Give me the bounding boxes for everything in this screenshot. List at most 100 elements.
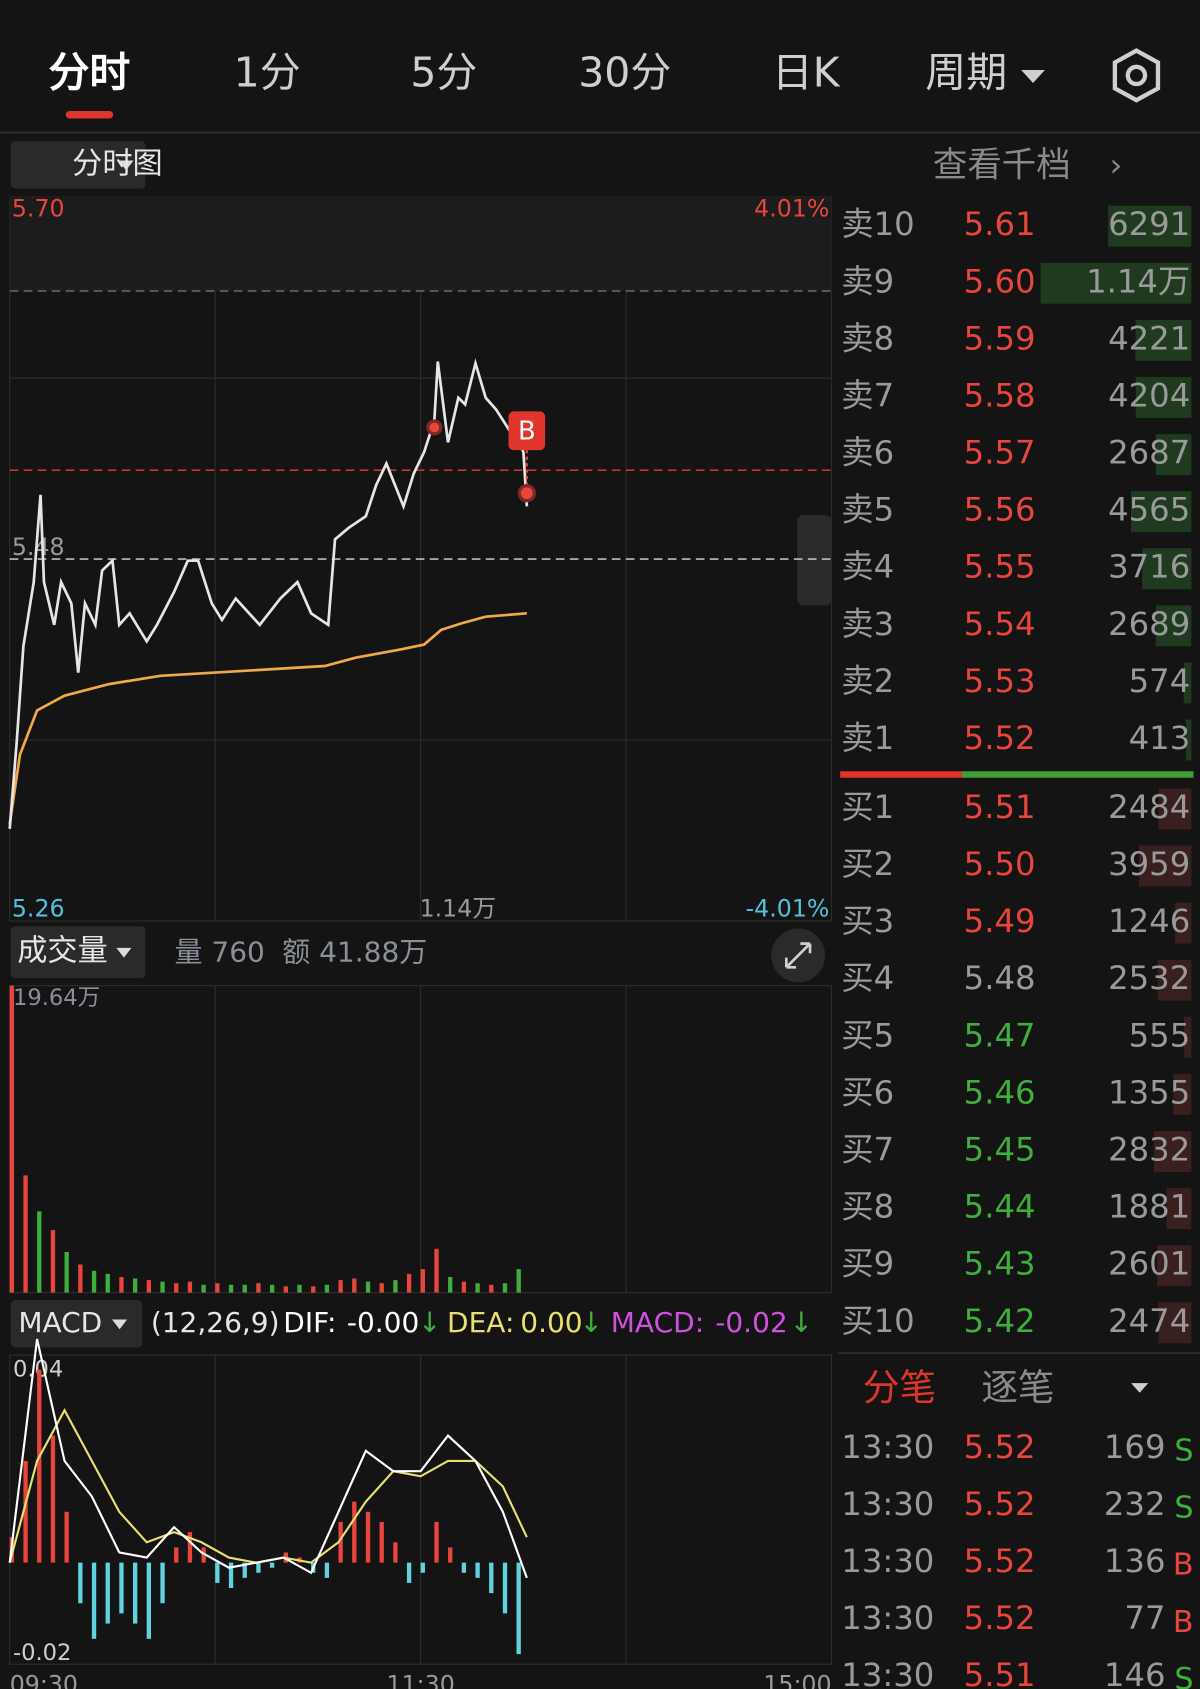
macd-bar	[201, 1547, 206, 1563]
level-price: 5.57	[964, 434, 1036, 472]
chevron[interactable]: ›	[1110, 146, 1123, 184]
marker-label: B	[518, 416, 536, 446]
tab[interactable]: 周期	[925, 48, 1007, 96]
macd-bar	[448, 1547, 453, 1563]
trade-point	[426, 419, 443, 436]
macd-bar	[242, 1562, 247, 1578]
macd-title[interactable]: MACD	[18, 1306, 102, 1339]
macd-bar	[132, 1562, 138, 1624]
dropdown-arrow[interactable]	[1021, 70, 1045, 83]
selector-box[interactable]	[10, 141, 146, 189]
trade-side: S	[1174, 1662, 1193, 1689]
level-price: 5.53	[964, 662, 1036, 700]
volume-bar	[256, 1283, 261, 1293]
level-volume: 2687	[1108, 434, 1190, 472]
depth-bar	[1184, 1016, 1192, 1058]
volume-bar	[283, 1286, 288, 1293]
depth-bar	[1174, 902, 1192, 944]
level-volume: 2601	[1108, 1245, 1190, 1283]
macd-bar	[434, 1521, 439, 1563]
depth-bar	[1156, 1245, 1192, 1287]
trade-price: 5.52	[964, 1485, 1036, 1523]
level-price: 5.44	[964, 1188, 1036, 1226]
level-volume: 1881	[1108, 1188, 1190, 1226]
y-tick-label: 5.26	[12, 895, 65, 923]
volume-bar	[215, 1283, 220, 1293]
level-price: 5.56	[964, 491, 1036, 529]
side-handle[interactable]	[797, 514, 832, 606]
tab[interactable]: 5分	[410, 48, 477, 96]
macd-bar	[160, 1562, 165, 1604]
level-volume: 4565	[1108, 491, 1190, 529]
gear[interactable]	[1112, 48, 1161, 103]
chart-selector[interactable]: 分时图	[72, 146, 162, 181]
tab-indicator	[65, 110, 114, 119]
marker-box	[508, 411, 546, 451]
dropdown-arrow[interactable]	[112, 1319, 128, 1330]
level-label: 卖2	[841, 662, 894, 700]
tab[interactable]: 日K	[772, 48, 841, 96]
dropdown-arrow[interactable]	[116, 947, 132, 958]
depth-bar	[1173, 1073, 1192, 1115]
trade-time: 13:30	[841, 1428, 934, 1466]
selector-box[interactable]	[10, 1300, 143, 1348]
volume-bar	[201, 1284, 206, 1293]
tab[interactable]: 30分	[578, 48, 671, 96]
dropdown-arrow[interactable]	[1131, 1383, 1149, 1393]
macd-bar	[420, 1562, 425, 1573]
trade-price: 5.51	[964, 1656, 1036, 1689]
depth-bar	[1183, 662, 1192, 704]
macd-bar	[23, 1460, 28, 1563]
macd-bar	[50, 1435, 56, 1563]
depth-bar	[1166, 1188, 1192, 1230]
settings-icon[interactable]	[1112, 48, 1161, 103]
x-tick-label: 15:00	[763, 1670, 831, 1689]
trade-tab[interactable]: 逐笔	[981, 1366, 1054, 1409]
x-tick-label: 09:30	[10, 1670, 78, 1689]
level-label: 买2	[841, 845, 894, 883]
gear-center[interactable]	[1125, 64, 1148, 87]
level-volume: 3716	[1108, 548, 1190, 586]
depth-bar	[1158, 788, 1192, 830]
depth-bar	[1185, 719, 1192, 761]
depth-label: 1.14万	[420, 895, 496, 923]
dropdown-arrow[interactable]	[118, 160, 134, 171]
level-volume: 413	[1129, 719, 1191, 757]
volume-bar	[502, 1283, 508, 1293]
level-price: 5.49	[964, 902, 1036, 940]
depth-link[interactable]: 查看千档	[933, 145, 1071, 185]
level-label: 卖4	[841, 548, 894, 586]
volume-title[interactable]: 成交量	[17, 934, 107, 969]
tab[interactable]: 分时	[48, 48, 130, 96]
depth-bar	[1153, 1131, 1192, 1172]
macd-legend: -0.00	[347, 1306, 419, 1339]
trade-tab[interactable]: 分笔	[863, 1366, 936, 1409]
macd-params: (12,26,9)	[151, 1306, 280, 1339]
expand-icon[interactable]	[785, 942, 812, 969]
macd-bar	[146, 1562, 152, 1639]
volume-bar	[105, 1273, 110, 1293]
volume-bar	[23, 1175, 28, 1293]
level-label: 卖7	[841, 376, 894, 414]
volume-bar	[174, 1283, 179, 1293]
y2-tick-label: -4.01%	[746, 895, 830, 923]
level-label: 买3	[841, 902, 894, 940]
selector-box[interactable]	[10, 926, 146, 979]
trade-side: B	[1173, 1605, 1194, 1640]
level-price: 5.55	[964, 548, 1036, 586]
trade-price: 5.52	[964, 1542, 1036, 1580]
macd-bar	[78, 1562, 83, 1604]
level-volume: 2832	[1108, 1130, 1190, 1168]
macd-legend: ↓	[418, 1306, 441, 1339]
volume-bar	[187, 1281, 193, 1293]
macd-legend: -0.02	[715, 1306, 787, 1339]
volume-bar	[242, 1284, 247, 1293]
trade-time: 13:30	[841, 1485, 934, 1523]
level-label: 卖9	[841, 262, 894, 300]
macd-legend: DIF:	[283, 1306, 336, 1339]
depth-bar	[1138, 845, 1192, 887]
volume-bar	[64, 1251, 69, 1293]
volume-bar	[146, 1280, 152, 1293]
tab[interactable]: 1分	[234, 48, 301, 96]
level-label: 买9	[841, 1245, 894, 1283]
